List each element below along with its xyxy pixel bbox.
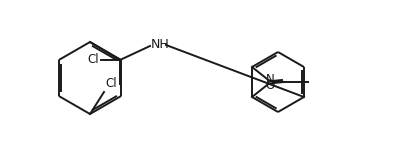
Text: N: N	[266, 73, 275, 86]
Text: O: O	[265, 79, 275, 92]
Text: NH: NH	[151, 38, 170, 52]
Text: Cl: Cl	[105, 77, 117, 90]
Text: Cl: Cl	[88, 54, 99, 66]
